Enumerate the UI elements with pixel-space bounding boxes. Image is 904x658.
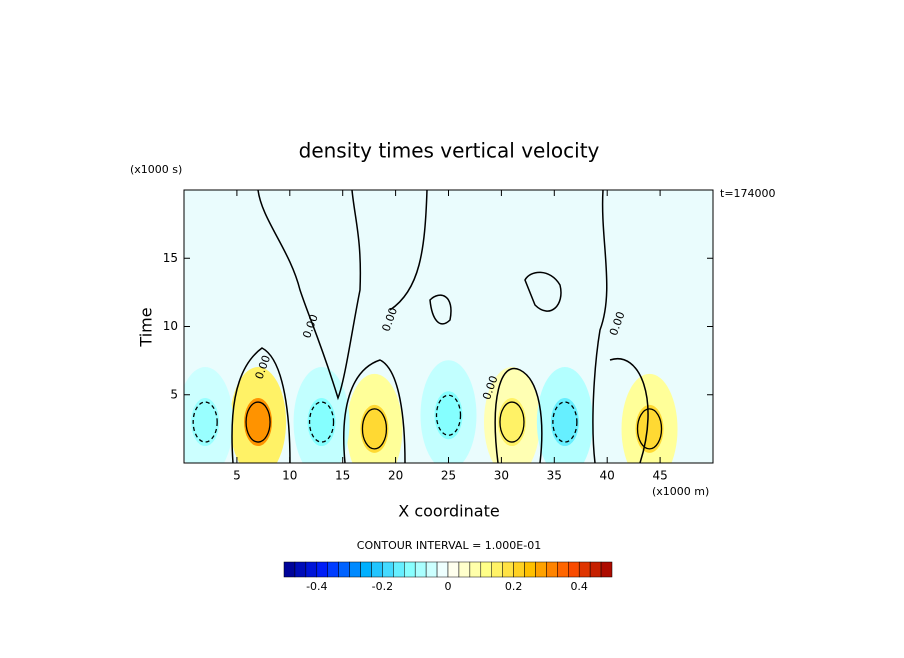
colorbar-swatch <box>327 561 339 578</box>
field-cell <box>360 404 389 453</box>
contour-interval: CONTOUR INTERVAL = 1.000E-01 <box>357 539 541 552</box>
contour-line <box>592 190 649 463</box>
colorbar-swatch <box>600 561 613 578</box>
colorbar-swatch <box>568 561 580 578</box>
colorbar-swatch <box>382 561 394 578</box>
y-unit: (x1000 s) <box>130 163 182 176</box>
colorbar-tick-label: 0.4 <box>570 580 588 593</box>
colorbar-swatch <box>578 561 591 578</box>
colorbar-tick-label: -0.2 <box>372 580 393 593</box>
field <box>184 360 678 463</box>
colorbar-swatch <box>557 561 569 578</box>
contour-line <box>257 190 362 401</box>
contour-line <box>389 190 543 463</box>
colorbar-swatch <box>414 561 427 578</box>
field-cell <box>497 398 526 447</box>
field-cell <box>244 398 273 447</box>
contour-line <box>361 408 388 450</box>
colorbar-tick-label: -0.4 <box>306 580 327 593</box>
colorbar-swatch <box>447 561 460 578</box>
colorbar-swatch <box>294 561 307 578</box>
colorbar-swatch <box>469 561 482 578</box>
x-axis-label: X coordinate <box>398 502 499 521</box>
colorbar-swatch <box>371 561 383 578</box>
field-cell <box>434 391 463 440</box>
colorbar-swatch <box>458 561 471 578</box>
colorbar-swatch <box>316 561 328 578</box>
y-tick-label: 15 <box>163 251 178 265</box>
colorbar-swatch <box>513 561 525 578</box>
y-axis-label: Time <box>137 307 156 347</box>
colorbar-swatch <box>535 561 547 578</box>
y-tick-label: 10 <box>163 319 178 333</box>
contour-line <box>429 271 562 325</box>
x-tick-label: 45 <box>652 469 667 483</box>
field-cell <box>191 398 220 447</box>
colorbar-swatch <box>491 561 503 578</box>
colorbar-swatch <box>480 561 492 578</box>
x-tick-label: 10 <box>282 469 297 483</box>
colorbar-swatch <box>589 561 602 578</box>
x-tick-label: 25 <box>441 469 456 483</box>
colorbar-swatch <box>502 561 514 578</box>
colorbar-swatch <box>404 561 416 578</box>
colorbar-tick-label: 0 <box>445 580 452 593</box>
colorbar-swatch <box>360 561 372 578</box>
chart-title: density times vertical velocity <box>299 139 600 163</box>
colorbar-swatch <box>524 561 536 578</box>
x-tick-label: 35 <box>547 469 562 483</box>
contour-line <box>245 401 271 443</box>
colorbar-swatch <box>393 561 405 578</box>
colorbar-swatch <box>436 561 449 578</box>
contour-line <box>308 401 335 443</box>
x-unit: (x1000 m) <box>652 485 709 498</box>
colorbar-swatch <box>425 561 438 578</box>
colorbar: -0.4 -0.2 0 0.2 0.4 <box>283 561 613 593</box>
zero-contours <box>231 190 649 463</box>
colorbar-swatch <box>305 561 318 578</box>
contour-line <box>343 359 406 463</box>
colorbar-tick-label: 0.2 <box>505 580 523 593</box>
contour-line <box>499 401 525 443</box>
contour-line <box>636 408 663 450</box>
time-label: t=174000 <box>720 187 776 200</box>
contour-line <box>552 401 578 443</box>
contour-line <box>435 394 462 436</box>
colorbar-swatch <box>338 561 350 578</box>
x-tick-label: 5 <box>233 469 241 483</box>
field-cell <box>550 398 579 447</box>
contour-line <box>192 401 218 443</box>
contour-line <box>231 347 291 463</box>
colorbar-swatch <box>283 561 296 578</box>
x-tick-label: 40 <box>600 469 615 483</box>
y-tick-label: 5 <box>170 387 178 401</box>
x-tick-label: 30 <box>494 469 509 483</box>
colorbar-swatch <box>546 561 558 578</box>
colorbar-swatch <box>349 561 361 578</box>
x-tick-label: 20 <box>388 469 403 483</box>
x-tick-label: 15 <box>335 469 350 483</box>
field-cell <box>635 404 664 453</box>
field-cell <box>307 398 336 447</box>
